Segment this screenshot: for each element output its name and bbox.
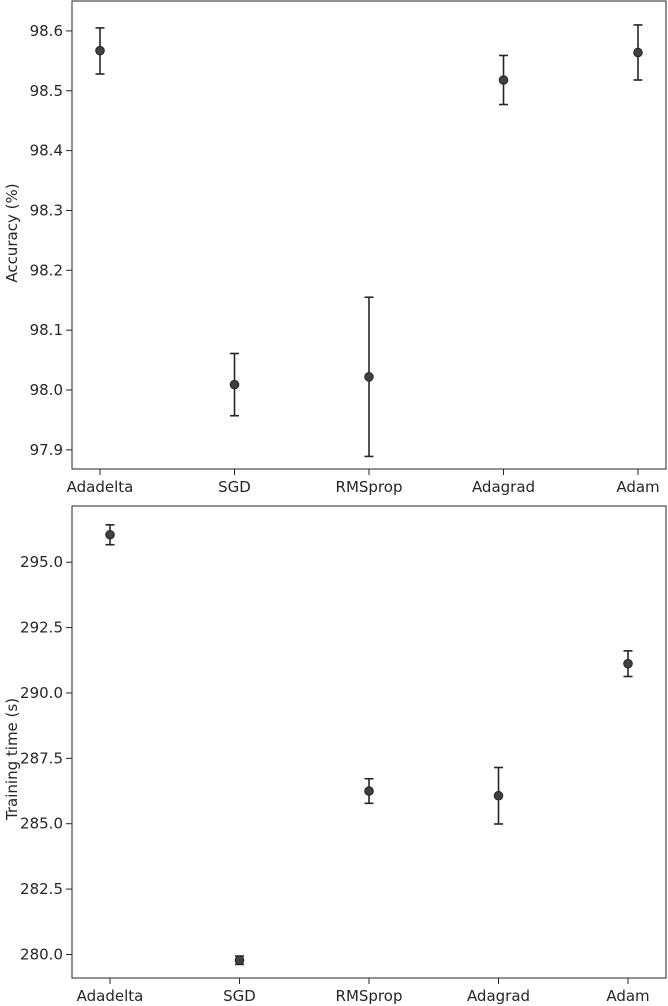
y-tick-label: 295.0 <box>20 553 63 571</box>
y-tick-label: 98.2 <box>30 261 63 279</box>
data-point <box>498 75 509 85</box>
data-point <box>95 45 105 56</box>
training-time-chart: Training time (s) 280.0 282.5 285.0 287.5 29… <box>3 505 667 1005</box>
x-tick-label: Adam <box>606 987 649 1005</box>
x-tick-label: Adam <box>616 478 659 496</box>
y-tick-label: 282.5 <box>20 880 63 898</box>
x-tick-label: Adadelta <box>67 478 134 496</box>
y-tick-label: 292.5 <box>20 619 63 637</box>
data-point <box>364 372 374 382</box>
data-point <box>633 47 643 58</box>
x-tick-label: Adadelta <box>77 987 144 1005</box>
y-tick-label: 98.3 <box>30 201 63 219</box>
data-point <box>493 790 504 801</box>
y-tick-label: 98.5 <box>30 82 63 100</box>
y-tick-label: 98.0 <box>30 381 63 399</box>
y-tick-label: 97.9 <box>30 441 63 459</box>
data-point <box>623 658 633 669</box>
accuracy-chart: Accuracy (%) 97.9 98.0 98.1 98.2 98.3 98.4 98.… <box>3 0 667 496</box>
data-point <box>234 955 245 966</box>
x-tick-label: Adagrad <box>467 987 530 1005</box>
y-tick-label: 98.1 <box>30 321 63 339</box>
plot-frame <box>71 505 667 979</box>
x-tick-label: RMSprop <box>336 987 403 1005</box>
data-point <box>229 379 240 390</box>
y-tick-label: 98.6 <box>30 22 63 40</box>
y-tick-label: 287.5 <box>20 749 63 767</box>
x-tick-label: SGD <box>218 478 251 496</box>
x-tick-label: RMSprop <box>336 478 403 496</box>
y-axis-label: Accuracy (%) <box>3 183 21 282</box>
y-tick-label: 98.4 <box>30 142 63 160</box>
y-tick-label: 285.0 <box>20 815 63 833</box>
y-axis-label: Training time (s) <box>3 698 21 821</box>
y-tick-label: 290.0 <box>20 684 63 702</box>
data-point <box>364 786 374 796</box>
x-tick-label: Adagrad <box>472 478 535 496</box>
y-tick-label: 280.0 <box>20 945 63 963</box>
x-tick-label: SGD <box>223 987 256 1005</box>
data-point <box>105 529 115 540</box>
